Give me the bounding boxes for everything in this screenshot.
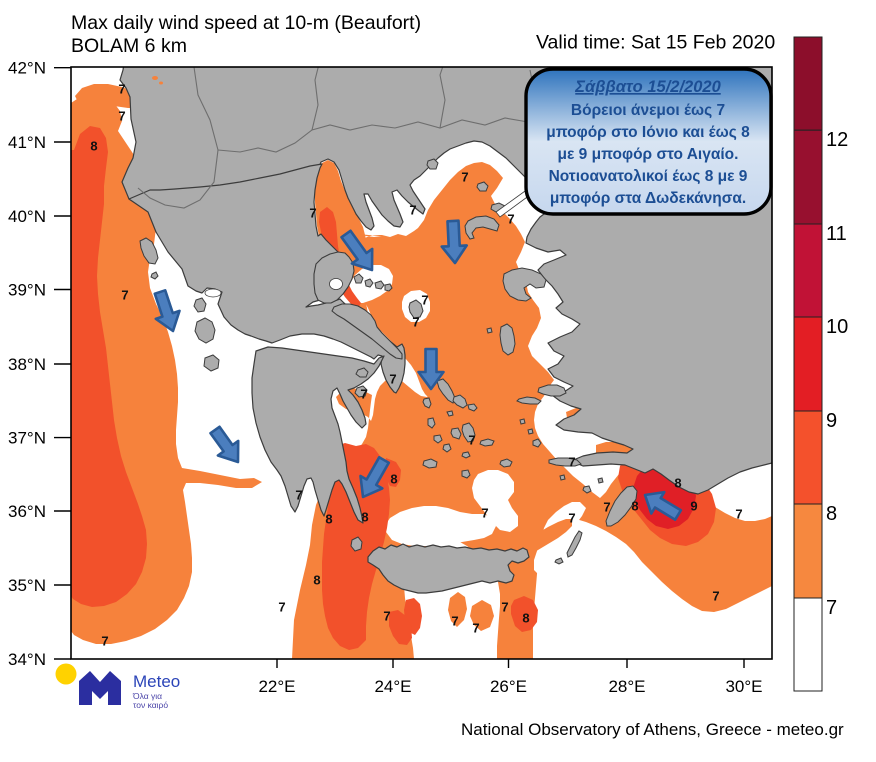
svg-text:8: 8 [313,573,320,588]
svg-text:30°E: 30°E [725,677,762,696]
svg-text:Meteo: Meteo [133,672,180,691]
svg-text:7: 7 [118,109,125,124]
svg-text:7: 7 [603,500,610,515]
svg-text:34°N: 34°N [8,650,46,669]
svg-text:35°N: 35°N [8,576,46,595]
svg-text:7: 7 [507,212,514,227]
svg-text:11: 11 [826,223,847,245]
svg-text:8: 8 [325,512,332,527]
svg-text:7: 7 [451,614,458,629]
svg-text:26°E: 26°E [490,677,527,696]
svg-text:Max daily wind speed at 10-m (: Max daily wind speed at 10-m (Beaufort) [71,12,421,34]
svg-text:7: 7 [121,288,128,303]
svg-text:BOLAM 6 km: BOLAM 6 km [71,35,187,57]
svg-text:8: 8 [90,139,97,154]
svg-text:7: 7 [461,170,468,185]
svg-text:41°N: 41°N [8,133,46,152]
svg-text:7: 7 [278,600,285,615]
svg-text:7: 7 [421,293,428,308]
svg-text:7: 7 [118,82,125,97]
svg-text:Σάββατο 15/2/2020: Σάββατο 15/2/2020 [574,78,721,96]
svg-text:μποφόρ στο Ιόνιο και έως 8: μποφόρ στο Ιόνιο και έως 8 [546,124,750,141]
svg-text:7: 7 [735,507,742,522]
svg-text:με 9 μποφόρ στο Αιγαίο.: με 9 μποφόρ στο Αιγαίο. [558,146,739,163]
svg-text:National Observatory of Athens: National Observatory of Athens, Greece -… [461,720,844,739]
svg-text:7: 7 [468,433,475,448]
svg-text:7: 7 [412,315,419,330]
svg-text:38°N: 38°N [8,355,46,374]
svg-text:7: 7 [826,597,837,619]
svg-text:7: 7 [409,203,416,218]
svg-text:7: 7 [309,206,316,221]
svg-text:42°N: 42°N [8,59,46,78]
svg-text:Όλα για: Όλα για [132,691,162,701]
svg-text:7: 7 [501,600,508,615]
svg-text:Βόρειοι άνεμοι έως 7: Βόρειοι άνεμοι έως 7 [571,102,725,119]
svg-text:7: 7 [568,511,575,526]
svg-text:τον καιρό: τον καιρό [133,700,168,710]
svg-text:22°E: 22°E [258,677,295,696]
svg-text:8: 8 [826,503,837,525]
svg-text:36°N: 36°N [8,502,46,521]
svg-text:8: 8 [674,476,681,491]
svg-text:7: 7 [101,634,108,649]
svg-text:7: 7 [389,372,396,387]
svg-text:7: 7 [360,387,367,402]
svg-text:37°N: 37°N [8,429,46,448]
svg-text:24°E: 24°E [374,677,411,696]
svg-text:7: 7 [472,621,479,636]
svg-text:28°E: 28°E [608,677,645,696]
svg-text:12: 12 [826,129,848,151]
svg-text:7: 7 [383,609,390,624]
svg-text:8: 8 [522,611,529,626]
svg-text:7: 7 [295,488,302,503]
svg-text:8: 8 [631,499,638,514]
svg-text:39°N: 39°N [8,281,46,300]
svg-text:7: 7 [712,589,719,604]
svg-text:9: 9 [826,410,837,432]
svg-text:8: 8 [390,472,397,487]
svg-text:9: 9 [690,499,697,514]
svg-text:7: 7 [481,506,488,521]
svg-text:40°N: 40°N [8,207,46,226]
svg-text:8: 8 [361,510,368,525]
svg-text:Valid time: Sat 15 Feb 2020: Valid time: Sat 15 Feb 2020 [536,32,775,54]
svg-text:10: 10 [826,316,848,338]
svg-text:7: 7 [568,455,575,470]
svg-text:μποφόρ στα Δωδεκάνησα.: μποφόρ στα Δωδεκάνησα. [550,190,746,207]
svg-text:Νοτιοανατολικοί έως 8 με 9: Νοτιοανατολικοί έως 8 με 9 [549,168,748,185]
